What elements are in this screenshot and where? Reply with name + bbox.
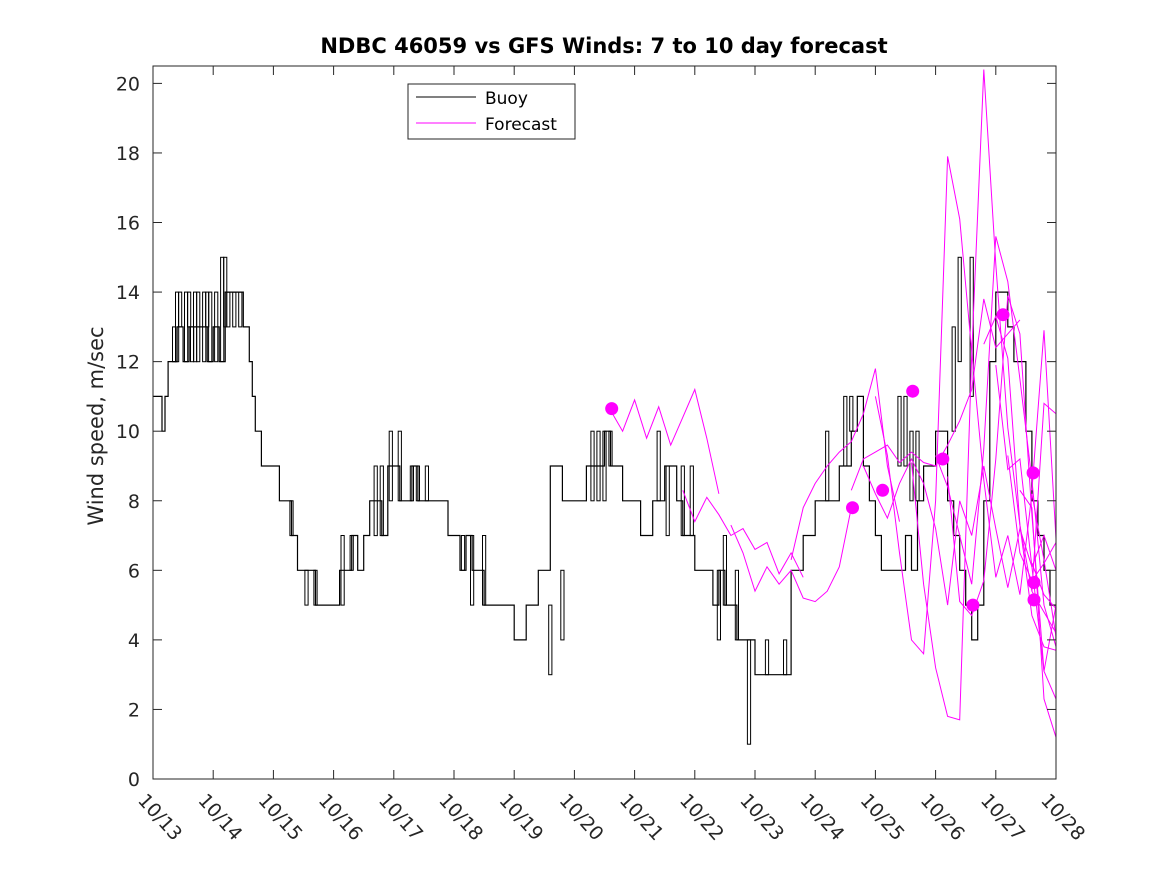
- buoy-spike: [825, 430, 830, 502]
- legend-box: [407, 83, 576, 140]
- buoy-spike: [313, 569, 318, 606]
- buoy-spike: [608, 430, 613, 467]
- buoy-spike: [903, 395, 908, 467]
- y-tick-label: 8: [128, 491, 140, 513]
- y-tick-label: 12: [116, 352, 140, 374]
- y-tick-label: 18: [116, 143, 140, 165]
- plot-background: [153, 66, 1056, 779]
- forecast-line: [610, 387, 720, 494]
- buoy-spike: [482, 535, 487, 606]
- buoy-spike: [214, 291, 219, 363]
- buoy-spike: [460, 535, 466, 571]
- buoy-spike: [722, 535, 727, 606]
- forecast-marker: [1026, 466, 1040, 480]
- y-axis-label: Wind speed, m/sec: [84, 326, 108, 525]
- plot-area: 10/13 10/14 10/15 10/16 10/17 10/18 10/19 10/20…: [116, 65, 1089, 845]
- forecast-marker: [906, 384, 920, 398]
- buoy-spike: [915, 430, 920, 502]
- legend-forecast-label: Forecast: [485, 115, 557, 135]
- y-tick-label: 2: [128, 699, 140, 721]
- legend-buoy-label: Buoy: [485, 89, 528, 109]
- y-tick-label: 10: [116, 421, 140, 443]
- y-tick-label: 14: [116, 282, 140, 304]
- forecast-marker: [1027, 593, 1041, 607]
- buoy-spike: [187, 291, 192, 328]
- buoy-spike: [470, 535, 475, 606]
- buoy-spike: [665, 465, 670, 537]
- y-tick-label: 4: [128, 630, 140, 652]
- forecast-line: [682, 490, 804, 578]
- buoy-spike: [783, 639, 788, 676]
- forecast-line: [874, 156, 1056, 656]
- buoy-spike: [897, 395, 902, 467]
- axes-frame: [152, 65, 1057, 780]
- buoy-spike: [560, 569, 565, 641]
- y-tick-label: 6: [128, 560, 140, 582]
- y-axis: 0 2 4 6 8 10 12 14 16 18 20: [116, 73, 1056, 791]
- buoy-spike: [746, 639, 752, 745]
- buoy-spike: [734, 569, 739, 641]
- forecast-marker: [876, 483, 890, 497]
- buoy-spike: [424, 465, 429, 502]
- buoy-spike: [764, 639, 770, 676]
- buoy-spike: [226, 291, 231, 328]
- buoy-spike: [388, 430, 393, 502]
- buoy-spike: [957, 256, 962, 363]
- buoy-spike: [602, 430, 607, 502]
- buoy-spike: [289, 500, 294, 537]
- buoy-spike: [656, 430, 661, 502]
- forecast-line: [1031, 402, 1056, 592]
- buoy-spike: [349, 535, 354, 571]
- forecast-line: [730, 507, 852, 603]
- buoy-series: [153, 256, 1056, 745]
- buoy-spike: [596, 430, 601, 502]
- forecast-marker: [966, 598, 980, 612]
- buoy-spike: [909, 430, 914, 502]
- buoy-spike: [849, 395, 854, 432]
- buoy-spike: [680, 465, 685, 537]
- y-tick-label: 20: [116, 73, 140, 95]
- forecast-markers: [605, 308, 1041, 612]
- buoy-spike: [689, 465, 694, 537]
- chart-title: NDBC 46059 vs GFS Winds: 7 to 10 day for…: [320, 34, 887, 58]
- forecast-marker: [1027, 576, 1041, 589]
- buoy-spike: [196, 291, 201, 363]
- buoy-spike: [238, 291, 243, 328]
- y-tick-label: 0: [128, 769, 140, 791]
- buoy-spike: [232, 291, 237, 328]
- forecast-line: [1031, 330, 1056, 540]
- buoy-spike: [340, 535, 345, 606]
- buoy-spike: [716, 569, 721, 641]
- buoy-spike: [415, 465, 420, 502]
- buoy-spike: [397, 430, 402, 502]
- buoy-spike: [178, 291, 183, 328]
- buoy-spike: [379, 465, 384, 537]
- y-tick-label: 16: [116, 213, 140, 235]
- buoy-spike: [590, 430, 595, 502]
- buoy-spike: [843, 395, 848, 467]
- buoy-spike: [951, 326, 956, 432]
- forecast-line: [790, 368, 900, 561]
- forecast-marker: [996, 308, 1010, 322]
- forecast-line: [1031, 563, 1056, 609]
- buoy-spike: [304, 569, 309, 606]
- forecast-marker: [605, 402, 619, 416]
- forecast-line: [947, 295, 1056, 700]
- buoy-spike: [373, 465, 378, 537]
- buoy-spike: [208, 291, 213, 363]
- buoy-spike: [409, 465, 414, 502]
- forecast-line: [983, 314, 1056, 651]
- buoy-spike: [548, 604, 553, 676]
- forecast-marker: [846, 501, 859, 515]
- forecast-line: [995, 365, 1056, 672]
- forecast-line: [850, 298, 1021, 491]
- forecast-line: [862, 457, 1056, 606]
- legend: Buoy Forecast: [407, 83, 576, 140]
- forecast-marker: [936, 452, 950, 466]
